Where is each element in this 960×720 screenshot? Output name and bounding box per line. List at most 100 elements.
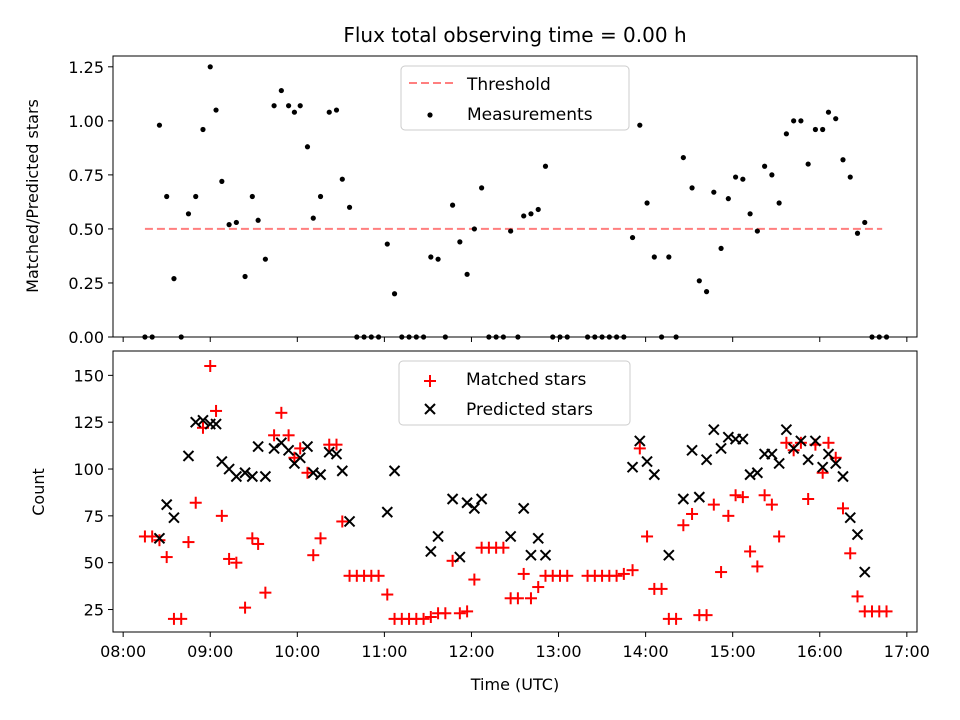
matched-stars-point	[524, 592, 537, 605]
matched-stars-point	[468, 573, 481, 586]
y-tick-label: 0.50	[68, 220, 104, 239]
matched-stars-point	[736, 491, 749, 504]
matched-stars-point	[439, 607, 452, 620]
measurement-point	[278, 87, 284, 94]
legend-measurements-swatch	[427, 112, 433, 118]
measurement-point	[776, 200, 782, 206]
measurement-point	[666, 254, 672, 260]
predicted-stars-point	[830, 457, 842, 470]
measurement-point	[769, 172, 775, 178]
measurement-point	[193, 193, 199, 200]
matched-stars-point	[787, 444, 800, 457]
x-tick-label: 13:00	[535, 642, 581, 661]
matched-stars-point	[417, 612, 430, 625]
measurement-point	[629, 234, 636, 241]
predicted-stars-point	[677, 493, 690, 505]
measurement-point	[521, 213, 527, 219]
y-tick-label: 125	[73, 413, 104, 432]
predicted-stars-point	[160, 498, 173, 511]
measurement-point	[854, 230, 861, 236]
matched-stars-point	[230, 556, 243, 569]
measurement-point	[291, 109, 298, 115]
count-panel: 25 50 75 100 125 150 08:00 09:00 10:00 11:00 12:0…	[29, 350, 930, 694]
predicted-stars-point	[475, 493, 488, 505]
predicted-stars-point	[693, 491, 706, 503]
measurement-point	[471, 226, 477, 232]
count-axes-frame	[112, 350, 918, 633]
measurement-point	[637, 122, 643, 128]
matched-stars-point	[424, 611, 437, 624]
matched-stars-point	[204, 359, 217, 372]
predicted-stars-point	[700, 453, 713, 466]
ratio-legend: Threshold Measurements	[400, 65, 630, 131]
predicted-stars-point	[294, 452, 306, 464]
predicted-stars-point	[239, 467, 251, 479]
matched-stars-point	[210, 404, 223, 417]
measurement-point	[862, 219, 868, 226]
measurement-point	[833, 116, 839, 122]
matched-stars-point	[686, 507, 699, 520]
matched-stars-point	[223, 552, 236, 565]
legend-measurements-label: Measurements	[467, 105, 593, 125]
matched-stars-point	[252, 537, 265, 550]
measurement-point	[754, 228, 760, 234]
predicted-stars-point	[859, 566, 871, 578]
matched-stars-point	[707, 498, 720, 511]
matched-stars-point	[517, 567, 530, 580]
predicted-stars-point	[330, 448, 343, 460]
x-tick-label: 17:00	[884, 642, 930, 661]
measurement-point	[233, 219, 239, 226]
matched-stars-point	[511, 592, 524, 605]
measurement-point	[718, 245, 724, 251]
measurement-point	[262, 256, 268, 262]
matched-stars-point	[259, 586, 272, 599]
matched-stars-point	[822, 436, 835, 449]
predicted-stars-point	[525, 549, 537, 561]
measurement-point	[479, 185, 485, 191]
predicted-stars-point	[822, 448, 835, 460]
x-tick-label: 10:00	[274, 642, 320, 661]
predicted-stars-point	[268, 442, 280, 455]
matched-stars-point	[670, 612, 683, 625]
matched-stars-point	[744, 545, 757, 558]
predicted-stars-point	[766, 448, 778, 460]
measurement-point	[542, 163, 549, 169]
measurement-point	[791, 118, 797, 124]
x-tick-label: 15:00	[710, 642, 756, 661]
predicted-stars-point	[210, 418, 222, 430]
predicted-stars-point	[708, 423, 720, 436]
matched-stars-point	[626, 564, 639, 577]
matched-stars-point	[802, 492, 815, 505]
matched-stars-point	[532, 581, 545, 594]
measurement-point	[798, 118, 804, 124]
legend-matched-swatch	[424, 375, 436, 387]
predicted-stars-point	[301, 440, 314, 453]
predicted-stars-point	[388, 465, 401, 477]
matched-stars-point	[561, 569, 574, 582]
y-tick-label: 0.25	[68, 274, 104, 293]
predicted-stars-point	[809, 435, 822, 447]
matched-stars-point	[372, 569, 385, 582]
matched-stars-point	[182, 536, 195, 549]
measurement-point	[339, 176, 345, 182]
measurement-point	[310, 215, 316, 221]
matched-stars-point	[497, 541, 510, 554]
predicted-stars-point	[715, 442, 727, 455]
measurement-point	[391, 291, 398, 297]
matched-stars-point	[275, 406, 288, 419]
measurement-point	[249, 193, 255, 200]
ratio-y-axis-label: Matched/Predicted stars	[23, 99, 42, 293]
predicted-stars-point	[518, 502, 530, 515]
ratio-panel: 0.00 0.25 0.50 0.75 1.00 1.25 Matched/Predict…	[23, 55, 918, 347]
measurement-point	[242, 273, 248, 280]
matched-stars-point	[880, 605, 893, 618]
measurement-point	[207, 64, 213, 70]
measurement-point	[226, 222, 232, 228]
predicted-stars-point	[504, 530, 517, 543]
figure-title: Flux total observing time = 0.00 h	[343, 23, 686, 47]
measurement-point	[171, 276, 177, 282]
matched-stars-point	[780, 436, 793, 449]
ratio-plot-area	[142, 64, 890, 340]
matched-stars-point	[246, 532, 259, 545]
measurement-point	[219, 178, 225, 184]
